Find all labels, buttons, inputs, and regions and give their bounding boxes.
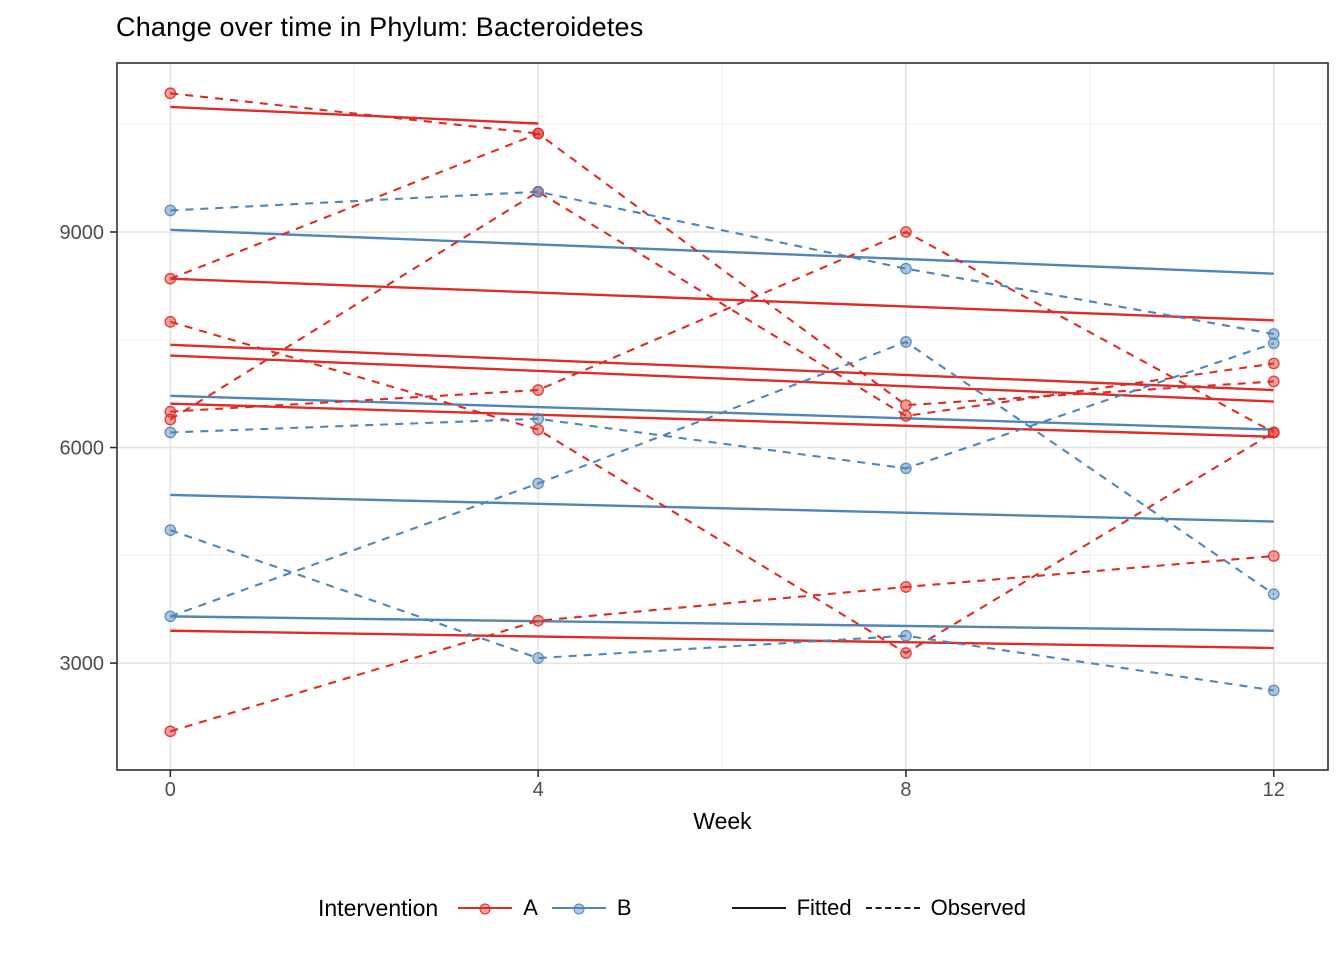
legend-label-observed: Observed (930, 895, 1026, 920)
legend-label-a: A (523, 895, 538, 920)
x-axis-title: Week (693, 808, 752, 834)
chart-title: Change over time in Phylum: Bacteroidete… (116, 12, 644, 42)
legend-item-intervention-a: A (458, 895, 538, 921)
svg-text:3000: 3000 (60, 653, 105, 675)
legend-label-fitted: Fitted (796, 895, 852, 920)
svg-text:9000: 9000 (60, 222, 105, 244)
legend: Intervention A B Fitted Observed (0, 886, 1344, 930)
legend-item-observed: Observed (865, 895, 1026, 921)
svg-text:6000: 6000 (60, 438, 105, 460)
series-b-point-icon (573, 903, 585, 915)
series-a-key-icon (458, 903, 513, 915)
series-a-point-icon (479, 903, 491, 915)
observed-line-key-icon (865, 907, 920, 909)
fitted-line-key-icon (731, 907, 786, 909)
svg-text:12: 12 (1263, 779, 1285, 801)
svg-text:8: 8 (900, 779, 911, 801)
legend-label-b: B (616, 895, 632, 920)
series-b-key-icon (551, 903, 606, 915)
svg-text:4: 4 (533, 779, 544, 801)
legend-item-fitted: Fitted (731, 895, 852, 921)
legend-title: Intervention (318, 894, 439, 921)
legend-item-intervention-b: B (551, 895, 632, 921)
svg-text:0: 0 (165, 779, 176, 801)
